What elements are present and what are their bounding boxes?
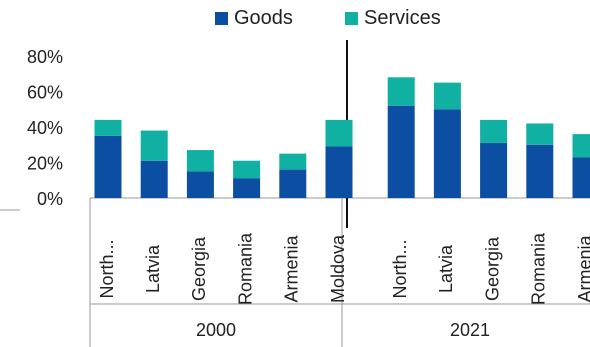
x-category-label: Romania [235,232,255,305]
bar-goods-2021-1 [433,109,461,198]
bar-goods-2000-5 [325,146,353,198]
x-category-label: Armenia [282,235,302,303]
bar-goods-2021-2 [480,142,508,198]
bars [94,77,590,198]
legend-label-services: Services [364,7,441,29]
x-category-label: Georgia [189,236,209,301]
bar-services-2021-1 [433,82,461,110]
bar-goods-2021-3 [526,144,554,198]
bar-services-2000-4 [279,153,307,170]
bar-goods-2000-2 [186,171,214,198]
y-tick-label: 40% [27,118,63,138]
labels: North... Latvia Georgia Romania Armenia Moldo… [97,232,590,340]
x-category-label: Latvia [143,244,163,293]
legend-swatch-goods [215,12,228,25]
legend-label-goods: Goods [234,7,293,29]
y-tick-label: 80% [27,47,63,67]
x-category-label: North... [390,239,410,298]
bar-goods-2000-4 [279,169,307,198]
bar-services-2021-2 [480,119,508,143]
x-category-label: Georgia [482,236,502,301]
legend-swatch-services [345,12,358,25]
bar-services-2021-4 [572,134,590,158]
bar-services-2021-0 [387,77,415,106]
bar-goods-2021-0 [387,105,415,198]
x-category-label: Romania [529,232,549,305]
y-tick-label: 0% [37,189,63,209]
group-label-2021: 2021 [450,320,490,340]
x-category-label: Armenia [575,235,590,303]
y-tick-label: 20% [27,154,63,174]
bar-services-2000-3 [233,160,261,179]
bar-goods-2000-3 [233,178,261,198]
bar-goods-2000-1 [140,160,168,198]
x-category-label: North... [97,239,117,298]
bar-services-2021-3 [526,123,554,145]
group-label-2000: 2000 [196,320,236,340]
bar-goods-2000-0 [94,135,122,198]
bar-services-2000-5 [325,119,353,147]
bar-services-2000-2 [186,150,214,172]
x-category-label: Latvia [436,244,456,293]
bar-services-2000-1 [140,130,168,161]
bar-goods-2021-4 [572,157,590,198]
y-tick-label: 60% [27,83,63,103]
x-category-label: Moldova [328,234,348,303]
bar-services-2000-0 [94,119,122,136]
legend: Goods Services [215,7,441,29]
